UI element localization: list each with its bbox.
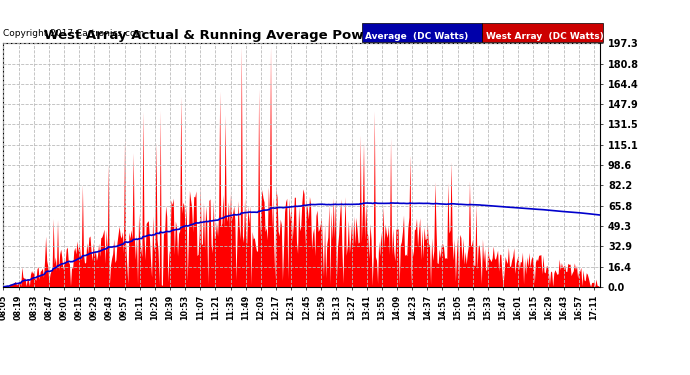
Text: West Array  (DC Watts): West Array (DC Watts) — [486, 32, 604, 41]
Text: Copyright 2017 Cartronics.com: Copyright 2017 Cartronics.com — [3, 28, 145, 38]
Text: Average  (DC Watts): Average (DC Watts) — [365, 32, 469, 41]
Title: West Array Actual & Running Average Power Output Sat Nov 4 17:22: West Array Actual & Running Average Powe… — [44, 29, 560, 42]
